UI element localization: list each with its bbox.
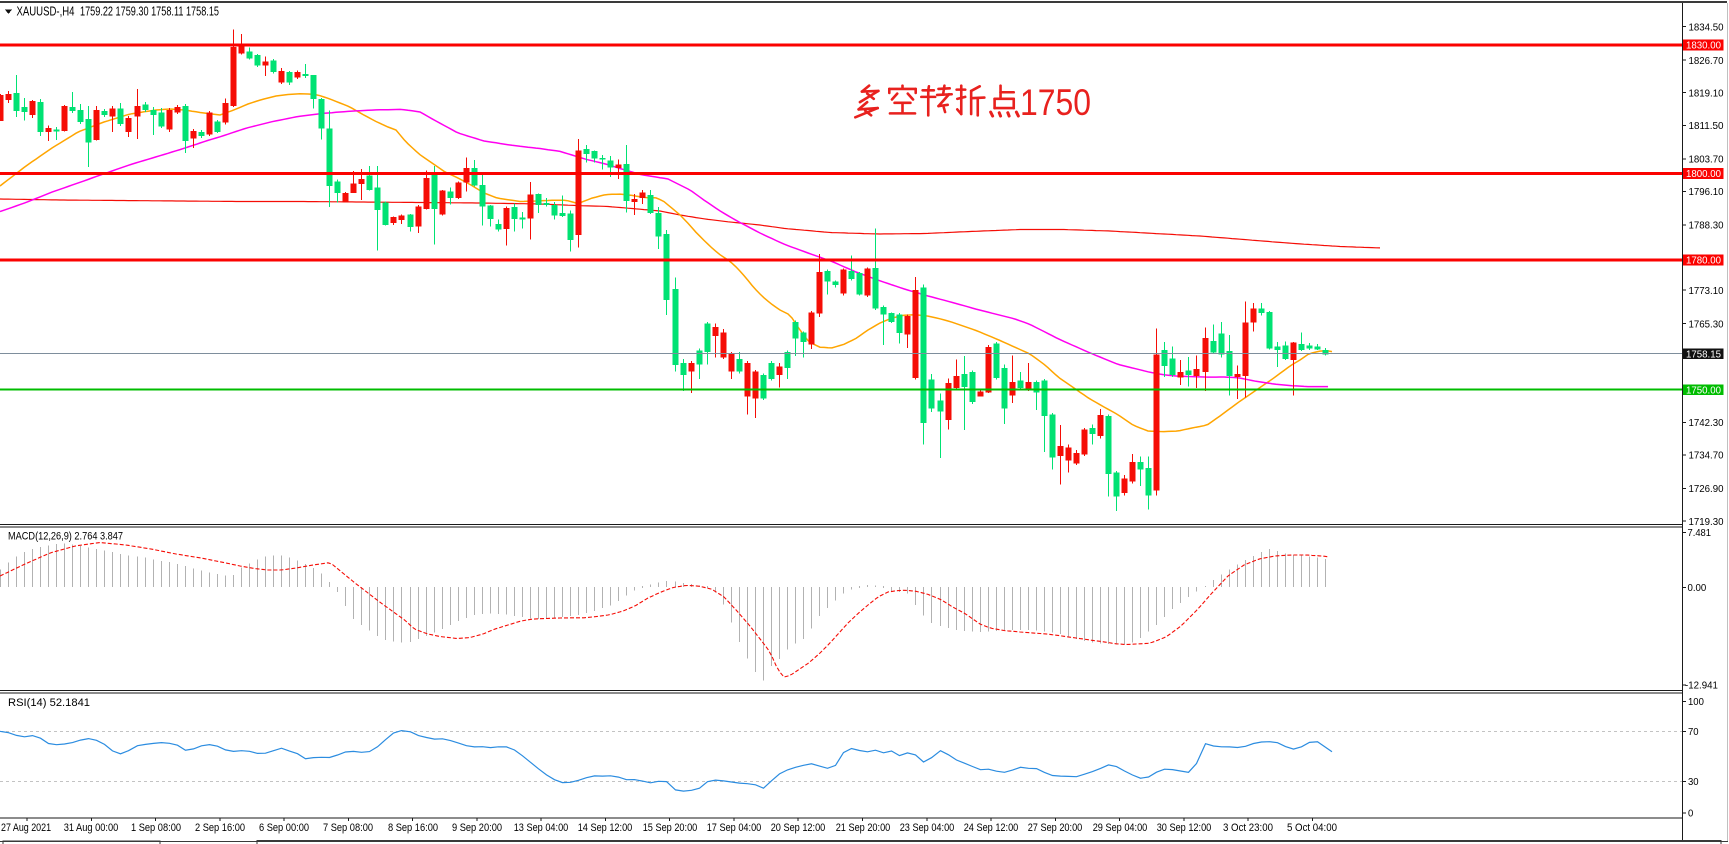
svg-text:15 Sep 20:00: 15 Sep 20:00 bbox=[643, 822, 698, 834]
svg-text:1734.70: 1734.70 bbox=[1689, 450, 1724, 462]
svg-text:24 Sep 12:00: 24 Sep 12:00 bbox=[964, 822, 1019, 834]
svg-text:5 Oct 04:00: 5 Oct 04:00 bbox=[1287, 822, 1337, 834]
svg-text:21 Sep 20:00: 21 Sep 20:00 bbox=[836, 822, 891, 834]
svg-text:-12.941: -12.941 bbox=[1685, 680, 1718, 692]
svg-text:6 Sep 00:00: 6 Sep 00:00 bbox=[259, 822, 309, 834]
svg-text:9 Sep 20:00: 9 Sep 20:00 bbox=[452, 822, 502, 834]
svg-text:1788.30: 1788.30 bbox=[1689, 220, 1724, 232]
svg-text:7.481: 7.481 bbox=[1688, 527, 1712, 539]
svg-text:1719.30: 1719.30 bbox=[1689, 516, 1724, 528]
svg-text:1773.10: 1773.10 bbox=[1689, 285, 1724, 297]
svg-text:23 Sep 04:00: 23 Sep 04:00 bbox=[900, 822, 955, 834]
svg-text:1819.10: 1819.10 bbox=[1689, 87, 1724, 99]
svg-text:2 Sep 16:00: 2 Sep 16:00 bbox=[195, 822, 245, 834]
svg-text:3 Oct 23:00: 3 Oct 23:00 bbox=[1223, 822, 1273, 834]
svg-text:1726.90: 1726.90 bbox=[1689, 483, 1724, 495]
svg-text:1796.10: 1796.10 bbox=[1689, 186, 1724, 198]
svg-text:1759.22 1759.30 1758.11 1758.1: 1759.22 1759.30 1758.11 1758.15 bbox=[80, 5, 219, 19]
svg-text:0: 0 bbox=[1688, 808, 1693, 820]
svg-text:14 Sep 12:00: 14 Sep 12:00 bbox=[578, 822, 633, 834]
svg-text:1765.30: 1765.30 bbox=[1689, 318, 1724, 330]
svg-text:1834.50: 1834.50 bbox=[1689, 21, 1724, 33]
svg-text:27 Sep 20:00: 27 Sep 20:00 bbox=[1028, 822, 1083, 834]
svg-text:1742.30: 1742.30 bbox=[1689, 417, 1724, 429]
svg-text:27 Aug 2021: 27 Aug 2021 bbox=[1, 822, 51, 834]
svg-text:13 Sep 04:00: 13 Sep 04:00 bbox=[514, 822, 569, 834]
svg-text:31 Aug 00:00: 31 Aug 00:00 bbox=[64, 822, 119, 834]
svg-text:MACD(12,26,9) 2.764 3.847: MACD(12,26,9) 2.764 3.847 bbox=[8, 531, 123, 543]
svg-text:8 Sep 16:00: 8 Sep 16:00 bbox=[388, 822, 438, 834]
svg-text:29 Sep 04:00: 29 Sep 04:00 bbox=[1093, 822, 1148, 834]
svg-text:1800.00: 1800.00 bbox=[1686, 168, 1721, 180]
svg-text:17 Sep 04:00: 17 Sep 04:00 bbox=[707, 822, 762, 834]
svg-text:1750.00: 1750.00 bbox=[1686, 384, 1721, 396]
svg-text:1830.00: 1830.00 bbox=[1686, 40, 1721, 52]
svg-text:1803.70: 1803.70 bbox=[1689, 154, 1724, 166]
svg-text:XAUUSD-,H4: XAUUSD-,H4 bbox=[17, 5, 75, 19]
svg-text:1826.70: 1826.70 bbox=[1689, 55, 1724, 67]
svg-text:1750: 1750 bbox=[1020, 82, 1091, 123]
svg-text:70: 70 bbox=[1688, 726, 1699, 738]
svg-text:30: 30 bbox=[1688, 776, 1699, 788]
svg-text:0.00: 0.00 bbox=[1688, 582, 1707, 594]
svg-text:20 Sep 12:00: 20 Sep 12:00 bbox=[771, 822, 826, 834]
svg-text:1780.00: 1780.00 bbox=[1686, 255, 1721, 267]
svg-text:1758.15: 1758.15 bbox=[1686, 348, 1721, 360]
svg-text:1 Sep 08:00: 1 Sep 08:00 bbox=[131, 822, 181, 834]
svg-text:RSI(14) 52.1841: RSI(14) 52.1841 bbox=[8, 697, 90, 709]
svg-text:1811.50: 1811.50 bbox=[1689, 120, 1724, 132]
svg-text:100: 100 bbox=[1688, 696, 1704, 708]
svg-text:7 Sep 08:00: 7 Sep 08:00 bbox=[323, 822, 373, 834]
svg-text:30 Sep 12:00: 30 Sep 12:00 bbox=[1157, 822, 1212, 834]
